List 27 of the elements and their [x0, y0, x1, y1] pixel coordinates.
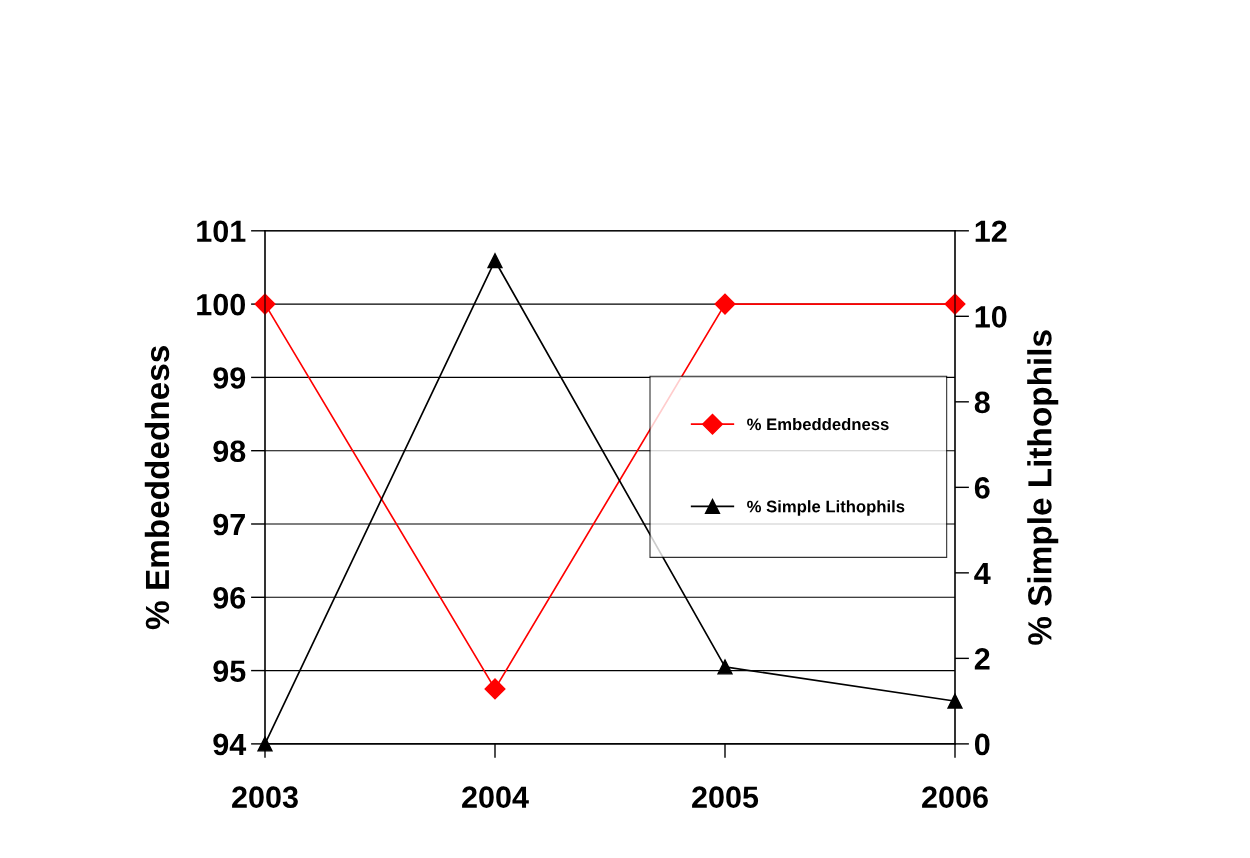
legend-label: % Simple Lithophils — [747, 500, 905, 516]
point — [487, 253, 503, 269]
x-tick-label: 2006 — [922, 786, 988, 808]
y2-tick-label: 6 — [974, 477, 990, 499]
legend-label: % Embeddedness — [747, 417, 889, 431]
y-tick-label: 98 — [213, 440, 246, 463]
point — [947, 693, 963, 709]
y2-tick-label: 4 — [974, 562, 991, 584]
y-tick-label: 100 — [197, 293, 245, 316]
y2-tick-label: 0 — [974, 733, 990, 756]
y-tick-label: 99 — [213, 367, 246, 389]
y-axis-title: % Embeddedness — [144, 346, 170, 630]
x-tick-label: 2004 — [462, 786, 529, 808]
y2-tick-label: 12 — [975, 220, 1007, 242]
y-tick-label: 101 — [197, 220, 246, 243]
y-tick-label: 96 — [213, 587, 246, 609]
y-tick-label: 94 — [213, 733, 247, 756]
y2-tick-label: 8 — [974, 391, 990, 414]
y2-tick-label: 10 — [975, 306, 1007, 328]
point — [717, 659, 733, 675]
x-tick-label: 2003 — [232, 786, 298, 809]
y-tick-label: 95 — [213, 660, 246, 682]
point — [257, 736, 273, 752]
x-tick-label: 2005 — [692, 786, 759, 808]
y2-axis-title: % Simple Lithophils — [1027, 330, 1059, 645]
y2-tick-label: 2 — [974, 648, 990, 670]
y-tick-label: 97 — [213, 513, 245, 536]
